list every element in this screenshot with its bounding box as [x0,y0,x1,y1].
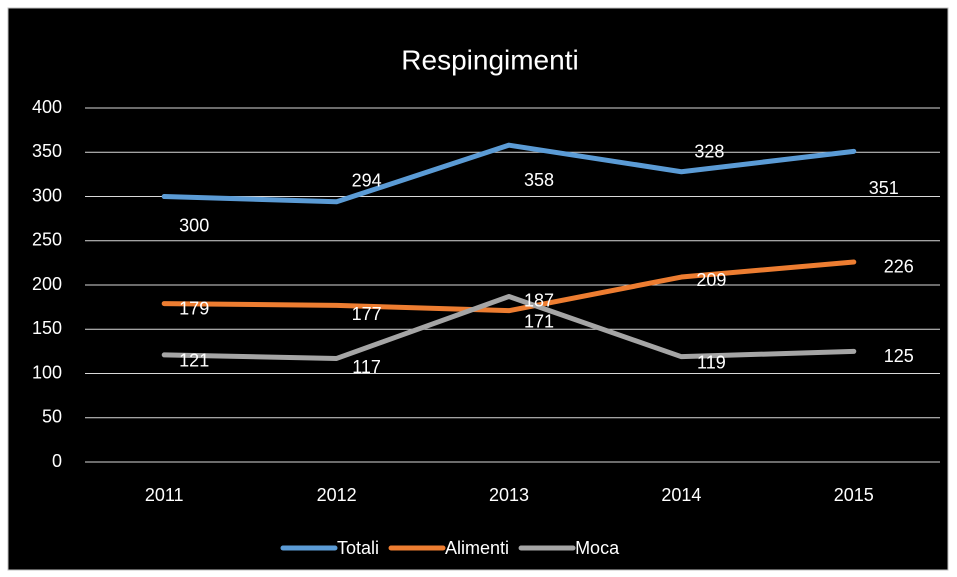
data-label: 187 [524,290,554,310]
y-tick-label: 50 [42,407,62,427]
data-label: 121 [179,351,209,371]
data-label: 300 [179,215,209,235]
x-tick-label: 2015 [834,485,874,505]
y-tick-label: 0 [52,451,62,471]
chart-title: Respingimenti [401,44,578,75]
y-tick-label: 200 [32,274,62,294]
data-label: 171 [524,311,554,331]
x-tick-label: 2012 [317,485,357,505]
y-tick-label: 400 [32,97,62,117]
x-tick-label: 2011 [145,485,184,505]
data-label: 351 [869,178,899,198]
series-line [161,294,857,361]
y-tick-label: 100 [32,362,62,382]
y-tick-label: 300 [32,185,62,205]
series-line [161,259,857,314]
legend-label: Totali [337,538,379,558]
data-label: 226 [884,257,914,277]
legend-label: Alimenti [445,538,509,558]
data-label: 117 [352,357,381,377]
data-label: 209 [696,270,726,290]
y-tick-label: 250 [32,230,62,250]
data-label: 125 [884,346,914,366]
data-label: 328 [694,141,724,161]
data-label: 177 [352,304,382,324]
data-label: 358 [524,170,554,190]
data-label: 179 [179,298,209,318]
y-tick-label: 350 [32,141,62,161]
data-label: 119 [697,352,726,372]
x-tick-label: 2014 [661,485,701,505]
data-label: 294 [352,171,382,191]
y-tick-label: 150 [32,318,62,338]
legend-label: Moca [575,538,620,558]
x-tick-label: 2013 [489,485,529,505]
chart-background [7,7,949,571]
series-line [161,142,857,205]
